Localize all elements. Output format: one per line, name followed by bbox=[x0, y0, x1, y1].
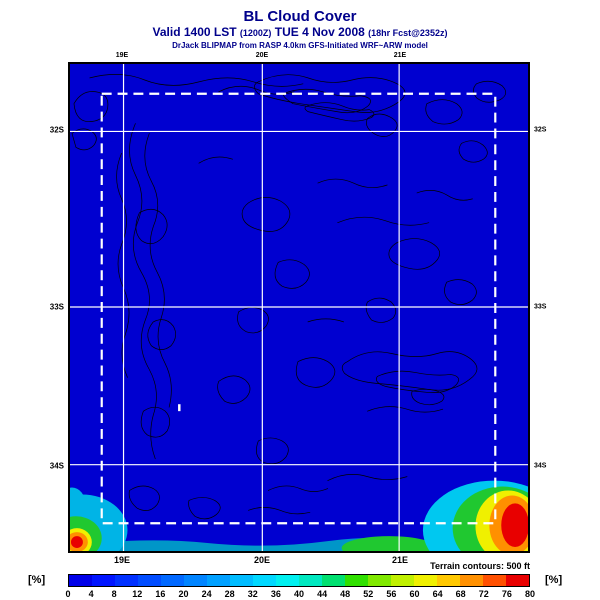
colorbar-tick: 20 bbox=[178, 589, 189, 599]
axis-label-right-2: 34S bbox=[534, 462, 547, 470]
colorbar-tick: 12 bbox=[132, 589, 143, 599]
axis-label-bottom-1: 20E bbox=[253, 555, 271, 565]
colorbar-cell bbox=[253, 575, 276, 586]
axis-label-left-2: 34S bbox=[49, 461, 64, 471]
colorbar-cell bbox=[184, 575, 207, 586]
terrain-contours-note: Terrain contours: 500 ft bbox=[430, 561, 530, 571]
page-title: BL Cloud Cover bbox=[243, 8, 357, 25]
colorbar-cell bbox=[115, 575, 138, 586]
colorbar-tick: 8 bbox=[111, 589, 117, 599]
colorbar bbox=[68, 574, 530, 587]
site-marker bbox=[178, 404, 181, 412]
map-area bbox=[68, 62, 530, 553]
colorbar-tick: 4 bbox=[88, 589, 94, 599]
colorbar-tick: 64 bbox=[432, 589, 443, 599]
colorbar-tick: 44 bbox=[317, 589, 328, 599]
colorbar-cell bbox=[230, 575, 253, 586]
colorbar-cell bbox=[460, 575, 483, 586]
colorbar-tick: 60 bbox=[409, 589, 420, 599]
colorbar-tick: 56 bbox=[386, 589, 397, 599]
colorbar-cell bbox=[391, 575, 414, 586]
colorbar-cell bbox=[322, 575, 345, 586]
colorbar-tick: 52 bbox=[363, 589, 374, 599]
colorbar-tick: 48 bbox=[340, 589, 351, 599]
valid-time-line: Valid 1400 LST (1200Z) TUE 4 Nov 2008 (1… bbox=[0, 25, 600, 39]
colorbar-cell bbox=[506, 575, 529, 586]
colorbar-tick: 76 bbox=[501, 589, 512, 599]
colorbar-tick: 68 bbox=[455, 589, 466, 599]
colorbar-tick: 24 bbox=[201, 589, 212, 599]
colorbar-tick: 40 bbox=[293, 589, 305, 599]
colorbar-cell bbox=[483, 575, 506, 586]
colorbar-cell bbox=[69, 575, 92, 586]
unit-label-right: [%] bbox=[545, 574, 563, 586]
domain-boundary-dashed bbox=[100, 92, 497, 525]
axis-label-bottom-0: 19E bbox=[113, 555, 131, 565]
model-attribution-line: DrJack BLIPMAP from RASP 4.0km GFS-Initi… bbox=[172, 41, 428, 50]
axis-label-right-1: 33S bbox=[534, 303, 547, 311]
colorbar-cell bbox=[299, 575, 322, 586]
colorbar-tick: 36 bbox=[270, 589, 281, 599]
colorbar-cell bbox=[276, 575, 299, 586]
colorbar-cell bbox=[92, 575, 115, 586]
axis-label-top-2: 21E bbox=[393, 52, 407, 59]
colorbar-cell bbox=[437, 575, 460, 586]
colorbar-cell bbox=[207, 575, 230, 586]
colorbar-cell bbox=[368, 575, 391, 586]
colorbar-tick: 0 bbox=[65, 589, 71, 599]
axis-label-bottom-2: 21E bbox=[391, 555, 409, 565]
coastal-cloud-blobs bbox=[70, 480, 528, 551]
valid-date: TUE 4 Nov 2008 bbox=[271, 25, 369, 39]
axis-label-right-0: 32S bbox=[534, 126, 547, 134]
colorbar-tick: 80 bbox=[524, 589, 536, 599]
cloud-cover-map bbox=[70, 64, 528, 551]
colorbar-cell bbox=[138, 575, 161, 586]
colorbar-tick: 16 bbox=[155, 589, 166, 599]
colorbar-cell bbox=[161, 575, 184, 586]
axis-label-left-1: 33S bbox=[49, 302, 64, 312]
grid-lines bbox=[70, 64, 528, 551]
unit-label-left: [%] bbox=[28, 574, 46, 586]
colorbar-tick: 32 bbox=[247, 589, 258, 599]
axis-label-top-1: 20E bbox=[255, 52, 269, 59]
axis-label-top-0: 19E bbox=[115, 52, 129, 59]
colorbar-cell bbox=[345, 575, 368, 586]
valid-prefix: Valid 1400 LST bbox=[152, 25, 240, 39]
colorbar-tick: 72 bbox=[478, 589, 489, 599]
valid-fcst: (18hr Fcst@2352z) bbox=[368, 28, 448, 38]
colorbar-cell bbox=[414, 575, 437, 586]
colorbar-tick: 28 bbox=[224, 589, 235, 599]
valid-ztime: (1200Z) bbox=[239, 28, 272, 38]
axis-label-left-0: 32S bbox=[49, 125, 64, 135]
